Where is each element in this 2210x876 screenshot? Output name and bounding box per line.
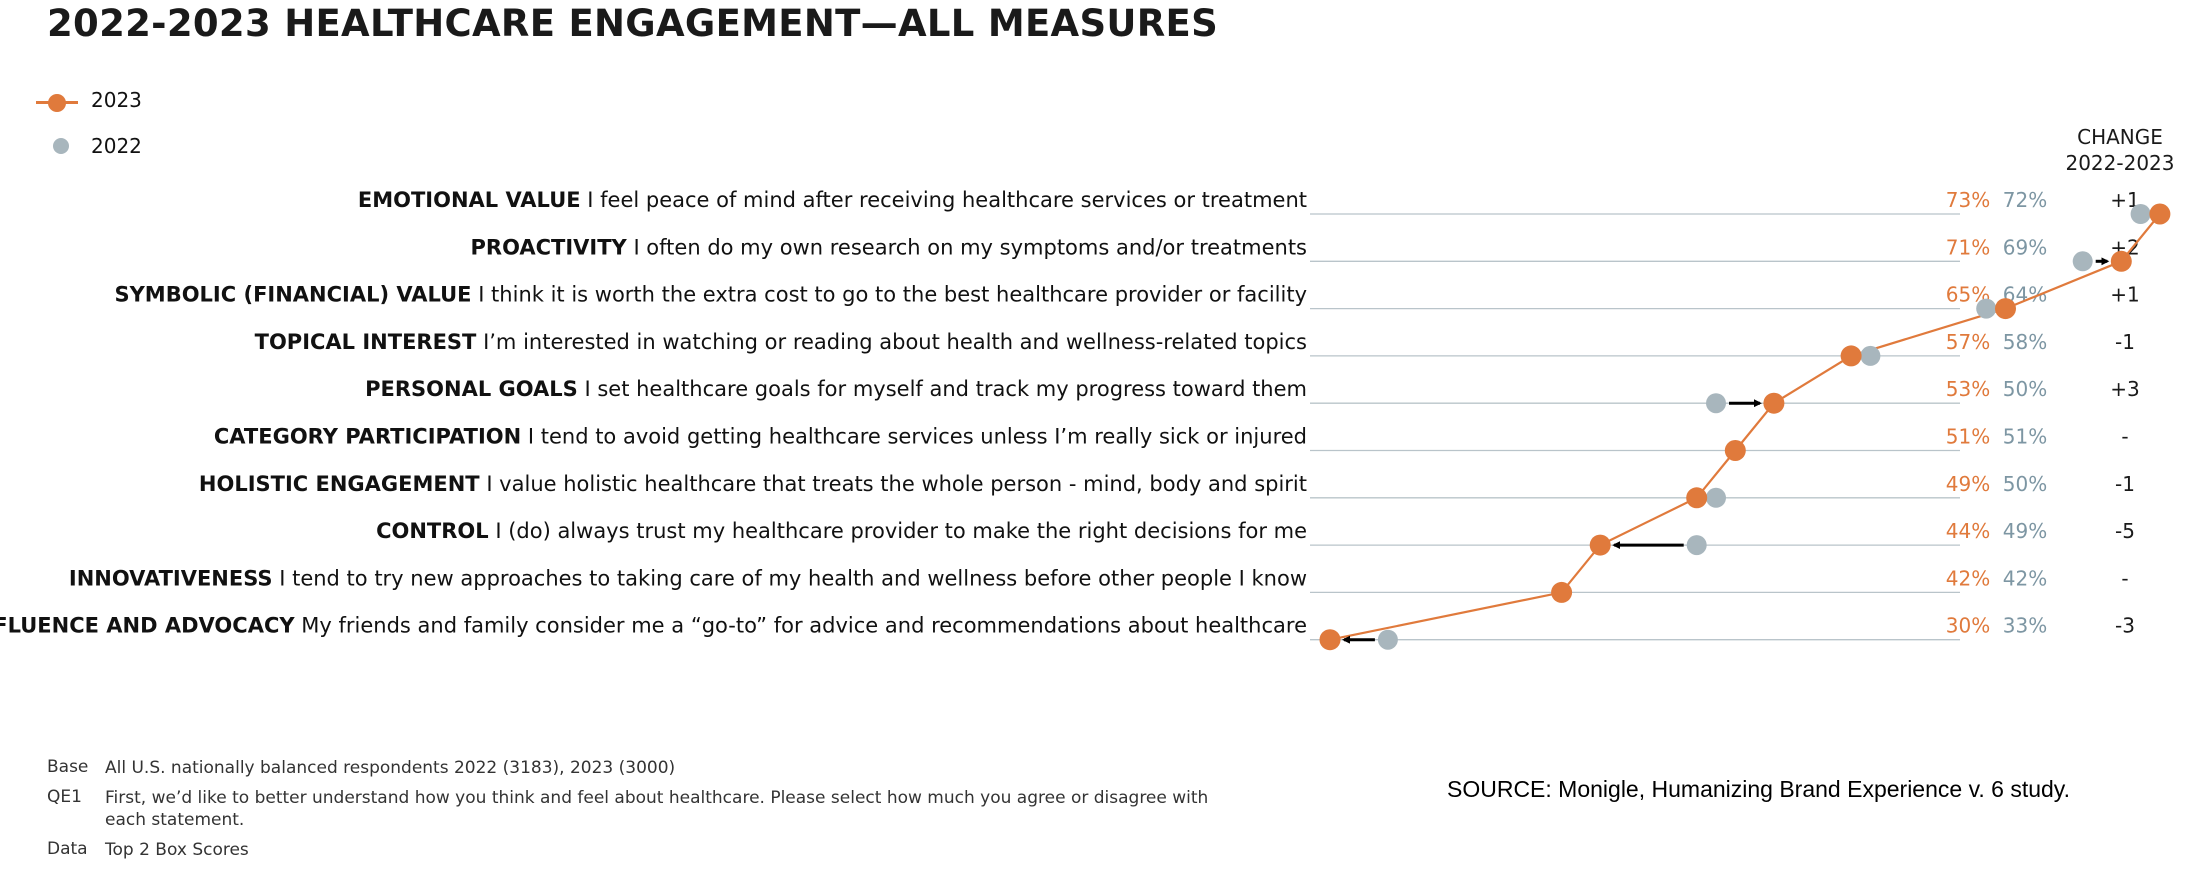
point-2022-holistic-engagement (1706, 487, 1726, 508)
point-2022-influence-and-advocacy (1377, 629, 1398, 650)
value-2022-category-participation: 51% (2003, 425, 2047, 449)
row-label-category-participation: CATEGORY PARTICIPATION I tend to avoid g… (214, 425, 1307, 449)
category-label: CATEGORY PARTICIPATION (214, 425, 521, 449)
legend-marker-2023 (48, 94, 66, 112)
point-2023-symbolic-financial-value (1995, 298, 2016, 320)
point-2023-proactivity (2110, 250, 2132, 272)
row-label-control: CONTROL I (do) always trust my healthcar… (376, 519, 1307, 543)
value-2022-control: 49% (2003, 519, 2047, 543)
chart-title: 2022-2023 HEALTHCARE ENGAGEMENT—ALL MEAS… (47, 2, 1219, 45)
category-label: HOLISTIC ENGAGEMENT (199, 472, 480, 496)
point-2023-holistic-engagement (1686, 487, 1708, 509)
point-2023-innovativeness (1551, 581, 1573, 603)
category-label: PERSONAL GOALS (365, 377, 578, 401)
note-base-key: Base (47, 757, 89, 777)
category-label: PROACTIVITY (471, 235, 628, 259)
note-data-key: Data (47, 839, 88, 859)
statement-label: I value holistic healthcare that treats … (480, 472, 1307, 496)
point-2023-topical-interest (1840, 345, 1862, 367)
point-2022-emotional-value (2130, 204, 2151, 224)
change-value-control: -5 (2115, 519, 2135, 543)
value-2023-category-participation: 51% (1946, 425, 1990, 449)
source-note: SOURCE: Monigle, Humanizing Brand Experi… (1447, 776, 2070, 802)
row-label-influence-and-advocacy: INFLUENCE AND ADVOCACY My friends and fa… (0, 614, 1307, 638)
change-value-personal-goals: +3 (2110, 377, 2139, 401)
point-2022-proactivity (2072, 251, 2093, 272)
change-header-line2: 2022-2023 (2065, 151, 2175, 175)
value-2022-influence-and-advocacy: 33% (2003, 614, 2047, 638)
statement-label: I often do my own research on my symptom… (627, 235, 1307, 259)
category-label: CONTROL (376, 519, 489, 543)
point-2022-personal-goals (1706, 393, 1726, 414)
change-value-influence-and-advocacy: -3 (2115, 614, 2135, 638)
legend-marker-2022 (53, 138, 69, 154)
note-data: Data Top 2 Box Scores (47, 839, 1215, 861)
value-2022-proactivity: 69% (2003, 235, 2047, 259)
series-line-2023 (1329, 213, 2161, 641)
dot-line-chart: EMOTIONAL VALUE I feel peace of mind aft… (0, 188, 2171, 651)
point-2023-influence-and-advocacy (1319, 629, 1341, 651)
row-label-innovativeness: INNOVATIVENESS I tend to try new approac… (69, 566, 1307, 590)
point-2022-control (1686, 535, 1707, 556)
statement-label: I think it is worth the extra cost to go… (472, 283, 1307, 307)
value-2023-topical-interest: 57% (1946, 330, 1990, 354)
value-2023-proactivity: 71% (1946, 235, 1990, 259)
row-label-emotional-value: EMOTIONAL VALUE I feel peace of mind aft… (358, 188, 1307, 212)
change-value-category-participation: - (2121, 425, 2128, 449)
category-label: EMOTIONAL VALUE (358, 188, 581, 212)
statement-label: I tend to avoid getting healthcare servi… (521, 425, 1307, 449)
value-2022-holistic-engagement: 50% (2003, 472, 2047, 496)
point-2023-category-participation (1724, 440, 1746, 461)
change-column-header: CHANGE 2022-2023 (2050, 124, 2190, 176)
point-2022-topical-interest (1860, 345, 1881, 366)
category-label: SYMBOLIC (FINANCIAL) VALUE (114, 283, 471, 307)
statement-label: I set healthcare goals for myself and tr… (578, 377, 1307, 401)
value-2023-personal-goals: 53% (1946, 377, 1990, 401)
value-2022-personal-goals: 50% (2003, 377, 2047, 401)
row-label-symbolic-financial-value: SYMBOLIC (FINANCIAL) VALUE I think it is… (114, 283, 1307, 307)
change-value-holistic-engagement: -1 (2115, 472, 2135, 496)
statement-label: I’m interested in watching or reading ab… (476, 330, 1307, 354)
row-label-holistic-engagement: HOLISTIC ENGAGEMENT I value holistic hea… (199, 472, 1307, 496)
row-label-topical-interest: TOPICAL INTEREST I’m interested in watch… (255, 330, 1307, 354)
category-label: INNOVATIVENESS (69, 566, 273, 590)
change-header-line1: CHANGE (2077, 125, 2163, 149)
statement-label: I (do) always trust my healthcare provid… (489, 519, 1307, 543)
value-2023-influence-and-advocacy: 30% (1946, 614, 1990, 638)
change-value-topical-interest: -1 (2115, 330, 2135, 354)
change-value-symbolic-financial-value: +1 (2110, 283, 2139, 307)
note-question: QE1 First, we’d like to better understan… (47, 787, 1215, 831)
statement-label: My friends and family consider me a “go-… (295, 614, 1307, 638)
category-label: TOPICAL INTEREST (255, 330, 477, 354)
point-2022-symbolic-financial-value (1976, 298, 1997, 319)
legend-label-2022: 2022 (91, 134, 142, 158)
value-2023-innovativeness: 42% (1946, 566, 1990, 590)
value-2022-innovativeness: 42% (2003, 566, 2047, 590)
row-label-personal-goals: PERSONAL GOALS I set healthcare goals fo… (365, 377, 1307, 401)
value-2023-control: 44% (1946, 519, 1990, 543)
row-label-proactivity: PROACTIVITY I often do my own research o… (471, 235, 1307, 259)
value-2023-emotional-value: 73% (1946, 188, 1990, 212)
category-label: INFLUENCE AND ADVOCACY (0, 614, 295, 638)
statement-label: I tend to try new approaches to taking c… (273, 566, 1307, 590)
note-base: Base All U.S. nationally balanced respon… (47, 757, 1215, 779)
point-2023-emotional-value (2149, 203, 2171, 225)
value-2022-topical-interest: 58% (2003, 330, 2047, 354)
legend-label-2023: 2023 (91, 88, 142, 112)
note-data-text: Top 2 Box Scores (105, 840, 249, 860)
note-question-text: First, we’d like to better understand ho… (105, 788, 1209, 830)
point-2023-control (1589, 534, 1611, 556)
value-2022-emotional-value: 72% (2003, 188, 2047, 212)
change-value-innovativeness: - (2121, 566, 2128, 590)
note-base-text: All U.S. nationally balanced respondents… (105, 758, 676, 778)
footnotes: Base All U.S. nationally balanced respon… (47, 757, 1215, 869)
value-2023-holistic-engagement: 49% (1946, 472, 1990, 496)
point-2023-personal-goals (1763, 392, 1785, 414)
note-question-key: QE1 (47, 787, 82, 807)
statement-label: I feel peace of mind after receiving hea… (581, 188, 1307, 212)
